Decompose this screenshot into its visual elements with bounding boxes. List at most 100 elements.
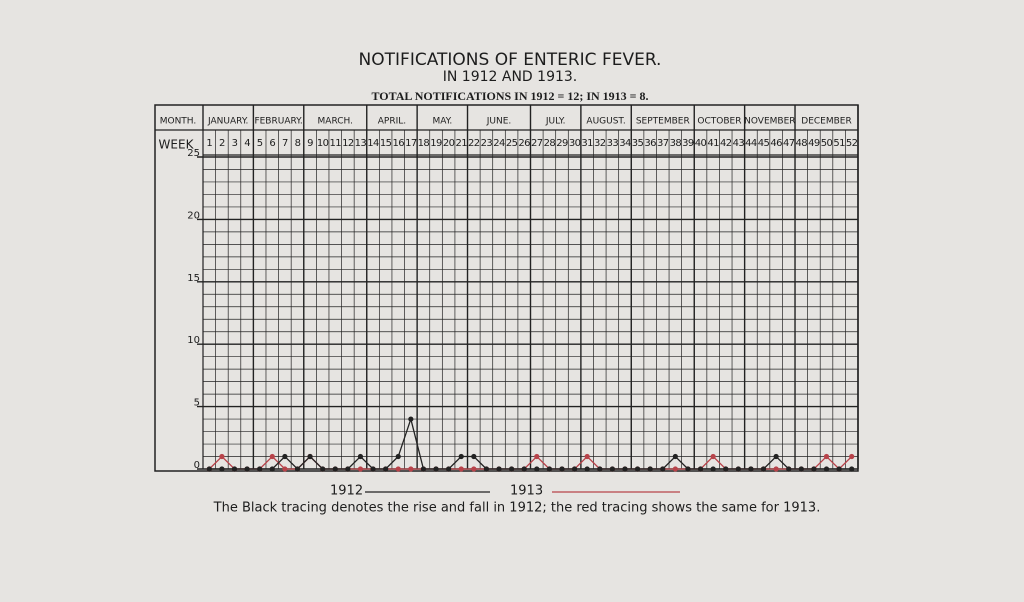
month-label: NOVEMBER <box>744 117 795 127</box>
x-tick-label: 24 <box>493 138 505 149</box>
data-point <box>219 466 225 472</box>
data-point <box>231 466 238 472</box>
data-point <box>697 466 704 472</box>
data-point <box>446 466 452 472</box>
x-tick-label: 4 <box>244 138 250 149</box>
x-tick-label: 17 <box>405 138 417 149</box>
x-tick-label: 43 <box>733 138 745 149</box>
legend-label: 1912 <box>330 484 363 499</box>
data-point <box>534 453 540 460</box>
chart-subtitle: IN 1912 AND 1913. <box>443 69 578 85</box>
data-point <box>786 466 792 472</box>
x-tick-label: 2 <box>219 138 225 149</box>
data-point <box>647 466 653 472</box>
x-tick-label: 13 <box>355 138 367 149</box>
data-point <box>836 466 842 472</box>
data-point <box>244 466 250 472</box>
x-tick-label: 49 <box>808 138 820 149</box>
data-point <box>584 453 590 460</box>
data-point <box>458 466 464 472</box>
data-point <box>584 466 590 472</box>
data-point <box>546 466 552 472</box>
x-tick-label: 32 <box>594 138 606 149</box>
x-tick-label: 50 <box>821 138 833 149</box>
data-point <box>294 466 301 472</box>
data-point <box>509 466 515 472</box>
data-point <box>433 466 439 472</box>
data-point <box>811 466 817 472</box>
frame <box>154 104 859 472</box>
data-point <box>483 466 490 472</box>
data-point <box>395 466 401 472</box>
data-point <box>521 466 527 472</box>
data-point <box>408 416 414 422</box>
data-point <box>634 466 641 472</box>
x-tick-label: 7 <box>282 138 288 149</box>
month-label: JULY. <box>545 117 566 127</box>
month-label: FEBRUARY. <box>254 117 302 127</box>
legend-label: 1913 <box>510 484 543 499</box>
x-tick-label: 3 <box>232 138 238 149</box>
month-label: JUNE. <box>486 117 512 127</box>
data-point <box>420 466 427 472</box>
x-tick-label: 12 <box>342 138 354 149</box>
x-tick-label: 10 <box>317 138 329 149</box>
x-tick-label: 44 <box>745 138 757 149</box>
x-tick-label: 18 <box>418 138 430 149</box>
x-tick-label: 36 <box>644 138 656 149</box>
data-point <box>710 466 716 472</box>
x-tick-label: 40 <box>695 138 707 149</box>
data-point <box>748 466 754 472</box>
data-point <box>710 453 716 460</box>
x-tick-label: 8 <box>295 138 301 149</box>
x-tick-label: 46 <box>770 138 782 149</box>
x-tick-label: 35 <box>632 138 644 149</box>
data-point <box>395 453 401 460</box>
data-point <box>332 466 338 472</box>
x-tick-label: 31 <box>581 138 593 149</box>
month-header: MONTH. <box>160 117 197 127</box>
y-tick-label: 0 <box>194 460 200 471</box>
data-point <box>345 466 351 472</box>
x-tick-label: 45 <box>758 138 770 149</box>
data-point <box>622 466 628 472</box>
x-tick-label: 52 <box>846 138 858 149</box>
data-point <box>559 466 565 472</box>
data-point <box>257 466 263 472</box>
x-tick-label: 41 <box>707 138 719 149</box>
x-tick-label: 33 <box>607 138 619 149</box>
month-label: MAY. <box>432 117 452 127</box>
x-tick-label: 5 <box>257 138 263 149</box>
y-tick-label: 25 <box>187 148 200 159</box>
x-tick-label: 25 <box>506 138 518 149</box>
month-label: SEPTEMBER <box>636 117 690 127</box>
month-label: OCTOBER <box>697 117 741 127</box>
x-tick-label: 19 <box>430 138 442 149</box>
x-tick-label: 29 <box>556 138 568 149</box>
data-point <box>534 466 540 472</box>
data-point <box>723 466 729 472</box>
x-tick-label: 42 <box>720 138 732 149</box>
totals-text: TOTAL NOTIFICATIONS IN 1912 = 12; IN 191… <box>371 89 648 103</box>
x-tick-label: 6 <box>269 138 275 149</box>
data-point <box>798 466 804 472</box>
data-point <box>597 466 603 472</box>
data-point <box>383 466 389 472</box>
data-point <box>496 466 502 472</box>
x-tick-label: 27 <box>531 138 543 149</box>
x-axis-label: WEEK <box>159 138 195 152</box>
data-point <box>282 453 288 460</box>
caption: The Black tracing denotes the rise and f… <box>213 501 821 516</box>
data-point <box>849 466 855 472</box>
data-point <box>773 453 779 460</box>
x-tick-label: 14 <box>367 138 379 149</box>
data-point <box>735 466 741 472</box>
x-tick-label: 34 <box>619 138 631 149</box>
y-tick-label: 20 <box>187 210 200 221</box>
x-tick-label: 38 <box>670 138 682 149</box>
data-point <box>269 453 275 460</box>
x-tick-label: 23 <box>481 138 493 149</box>
series-line <box>209 416 852 470</box>
x-tick-label: 47 <box>783 138 795 149</box>
